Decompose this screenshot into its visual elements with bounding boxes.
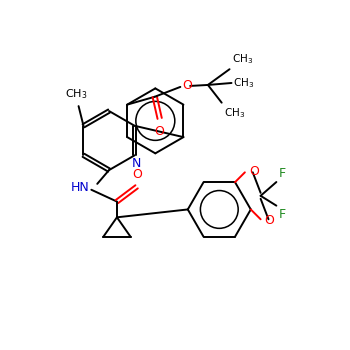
Text: HN: HN bbox=[71, 181, 89, 194]
Text: CH$_3$: CH$_3$ bbox=[233, 76, 255, 90]
Text: N: N bbox=[132, 157, 141, 170]
Text: F: F bbox=[278, 167, 286, 180]
Text: O: O bbox=[155, 125, 164, 138]
Text: O: O bbox=[133, 168, 142, 181]
Text: F: F bbox=[278, 208, 286, 220]
Text: O: O bbox=[265, 214, 274, 227]
Text: O: O bbox=[249, 165, 259, 178]
Text: CH$_3$: CH$_3$ bbox=[231, 52, 253, 66]
Text: CH$_3$: CH$_3$ bbox=[65, 88, 88, 101]
Text: O: O bbox=[182, 79, 192, 92]
Text: CH$_3$: CH$_3$ bbox=[224, 107, 245, 120]
